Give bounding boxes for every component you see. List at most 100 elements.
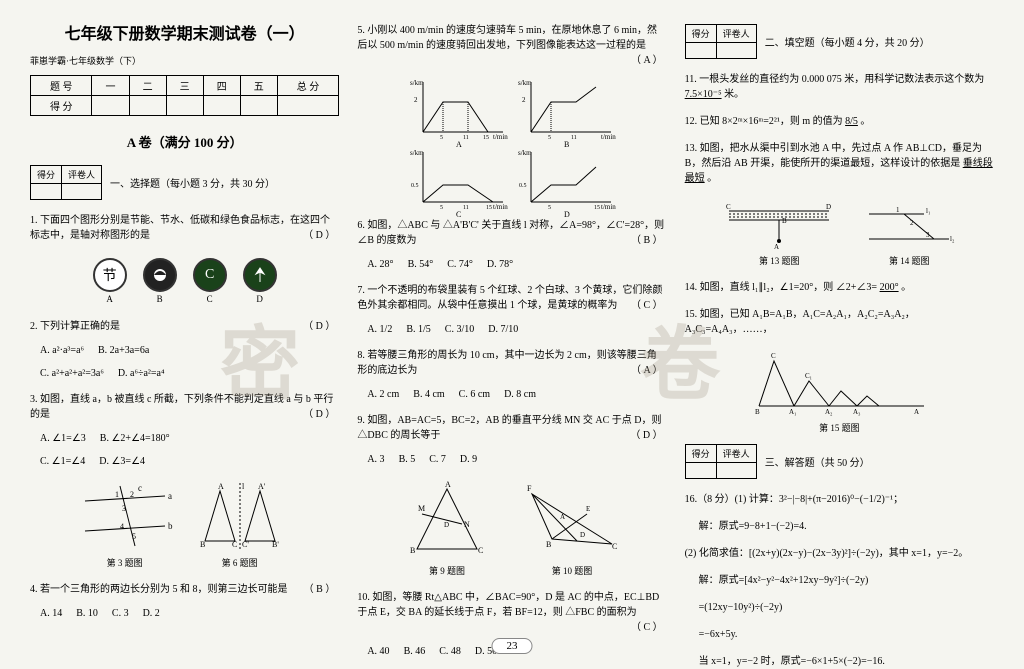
q9-figure: ABCMND 第 9 题图 [402, 479, 492, 577]
question-8: 8. 若等腰三角形的周长为 10 cm，其中一边长为 2 cm，则该等腰三角形的… [357, 348, 666, 378]
svg-text:A: A [774, 243, 779, 251]
q8a: A. 2 cm [367, 389, 399, 400]
svg-text:a: a [168, 491, 172, 501]
q4b: B. 10 [76, 608, 98, 619]
svg-text:A₃: A₃ [853, 408, 861, 416]
th-total: 总 分 [277, 76, 339, 96]
q2a: A. a²·a³=a⁶ [40, 345, 84, 356]
svg-text:F: F [527, 484, 532, 493]
q1-logos: 节A B CC D [30, 258, 339, 304]
q7-text: 7. 一个不透明的布袋里装有 5 个红球、2 个白球、3 个黄球，它们除颜色外其… [357, 285, 662, 311]
svg-text:C₁: C₁ [805, 372, 812, 380]
q14-suf: 。 [901, 282, 911, 293]
q6c: C. 74° [447, 259, 473, 270]
part3-head: 三、解答题（共 50 分） [765, 454, 870, 469]
q11-unit: 米。 [724, 89, 744, 100]
q14-fig-label: 第 14 题图 [864, 254, 954, 267]
svg-text:C: C [478, 546, 483, 555]
svg-text:15: 15 [483, 135, 489, 141]
column-1: 七年级下册数学期末测试卷（一） 菲崽学霸·七年级数学（下） 题 号 一 二 三 … [30, 20, 339, 642]
svg-text:s/km: s/km [518, 149, 532, 157]
q6d: D. 78° [487, 259, 513, 270]
q8-ans: （ A ） [631, 363, 663, 378]
q8c: C. 6 cm [459, 389, 490, 400]
svg-text:2: 2 [130, 490, 134, 499]
th-1: 一 [92, 76, 129, 96]
svg-text:A: A [445, 480, 451, 489]
q7c: C. 3/10 [445, 324, 474, 335]
svg-text:5: 5 [548, 205, 551, 211]
q8b: B. 4 cm [413, 389, 444, 400]
q9d: D. 9 [460, 454, 477, 465]
q3-figure: abc12345 第 3 题图 [80, 481, 170, 569]
svg-text:C': C' [242, 540, 249, 549]
page-title: 七年级下册数学期末测试卷（一） [30, 20, 339, 44]
ld: D [243, 294, 277, 304]
q6a: A. 28° [367, 259, 393, 270]
q4-ans: （ B ） [304, 582, 336, 597]
q6-text: 6. 如图，△ABC 与 △A'B'C' 关于直线 l 对称，∠A=98°，∠C… [357, 220, 664, 246]
chart-a: s/kmt/min251115A [408, 77, 508, 139]
grader-box-3: 得分评卷人 [685, 444, 757, 479]
th-5: 五 [240, 76, 277, 96]
svg-text:A₂: A₂ [825, 408, 833, 416]
svg-text:C: C [771, 352, 776, 360]
q12-ans: 8/5 [845, 116, 858, 127]
q9a: A. 3 [367, 454, 384, 465]
q14-text: 14. 如图，直线 l₁∥l₂，∠1=20°，则 ∠2+∠3= [685, 282, 877, 293]
q14-ans: 200° [880, 282, 899, 293]
sc3-2: 评卷人 [716, 445, 756, 463]
svg-text:5: 5 [440, 205, 443, 211]
q2d: D. a⁶÷a²=a⁴ [118, 368, 165, 379]
svg-text:l: l [242, 482, 245, 491]
q3d: D. ∠3=∠4 [99, 456, 145, 467]
question-6: 6. 如图，△ABC 与 △A'B'C' 关于直线 l 对称，∠A=98°，∠C… [357, 218, 666, 248]
svg-text:A': A' [258, 482, 266, 491]
q16-sol1: 解：原式=9−8+1−(−2)=4. [699, 519, 994, 534]
column-2: 5. 小刚以 400 m/min 的速度匀速骑车 5 min，在原地休息了 6 … [357, 20, 666, 642]
q5-charts: s/kmt/min251115A s/kmt/min2511B s/km t/mi… [357, 77, 666, 209]
q12-suf: 。 [860, 116, 870, 127]
q3b: B. ∠2+∠4=180° [100, 433, 170, 444]
svg-text:B': B' [272, 540, 279, 549]
svg-text:D: D [444, 521, 449, 529]
question-4: 4. 若一个三角形的两边长分别为 5 和 8，则第三边长可能是 （ B ） [30, 582, 339, 597]
q6-ans: （ B ） [631, 233, 663, 248]
chart-d: s/kmt/min0.5515D [516, 147, 616, 209]
q8-text: 8. 若等腰三角形的周长为 10 cm，其中一边长为 2 cm，则该等腰三角形的… [357, 350, 656, 376]
q15-fig-label: 第 15 题图 [685, 421, 994, 434]
q3a: A. ∠1=∠3 [40, 433, 86, 444]
svg-text:B: B [546, 540, 551, 549]
logo-b [143, 258, 177, 292]
svg-text:s/km: s/km [410, 149, 424, 157]
svg-text:l₂: l₂ [950, 235, 955, 243]
svg-text:3: 3 [926, 231, 930, 239]
svg-text:B: B [755, 408, 760, 416]
q4c: C. 3 [112, 608, 129, 619]
q5-text: 5. 小刚以 400 m/min 的速度匀速骑车 5 min，在原地休息了 6 … [357, 25, 657, 51]
svg-text:3: 3 [122, 504, 126, 513]
column-3: 得分评卷人 二、填空题（每小题 4 分，共 20 分） 11. 一根头发丝的直径… [685, 20, 994, 642]
q3c: C. ∠1=∠4 [40, 456, 85, 467]
exam-page: 七年级下册数学期末测试卷（一） 菲崽学霸·七年级数学（下） 题 号 一 二 三 … [0, 0, 1024, 662]
lc: C [193, 294, 227, 304]
grader-box-2: 得分评卷人 [685, 24, 757, 59]
q10b: B. 46 [404, 646, 426, 657]
q1-text: 1. 下面四个图形分别是节能、节水、低碳和绿色食品标志，在这四个标志中，是轴对称… [30, 215, 330, 241]
sc3-1: 得分 [685, 445, 716, 463]
svg-text:0.5: 0.5 [519, 183, 527, 189]
svg-text:B: B [782, 217, 787, 225]
svg-text:t/min: t/min [601, 133, 616, 141]
svg-text:A: A [218, 482, 224, 491]
q16-sol2a: 解：原式=[4x²−y²−4x²+12xy−9y²]÷(−2y) [699, 573, 994, 588]
question-11: 11. 一根头发丝的直径约为 0.000 075 米，用科学记数法表示这个数为 … [685, 72, 994, 102]
svg-text:0.5: 0.5 [411, 183, 419, 189]
q2-ans: （ D ） [303, 319, 335, 334]
svg-text:5: 5 [548, 135, 551, 141]
question-15: 15. 如图，已知 A₁B=A₁B，A₁C=A₂A₁，A₂C₂=A₃A₂，A₃C… [685, 307, 994, 337]
q7d: D. 7/10 [488, 324, 518, 335]
svg-text:c: c [138, 483, 142, 493]
chart-b: s/kmt/min2511B [516, 77, 616, 139]
q4d: D. 2 [143, 608, 160, 619]
svg-text:B: B [200, 540, 205, 549]
